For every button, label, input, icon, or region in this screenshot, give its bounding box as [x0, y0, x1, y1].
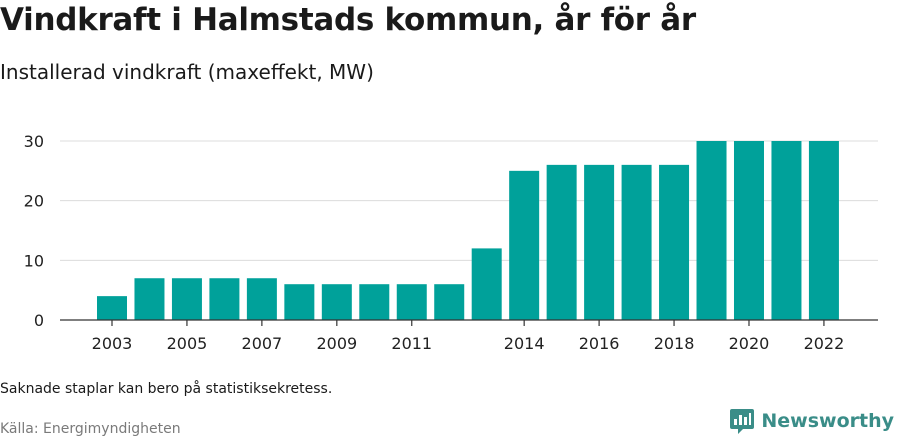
bar [808, 141, 839, 320]
bar [97, 296, 127, 320]
bar [509, 170, 540, 320]
x-tick-label: 2018 [654, 334, 695, 353]
footnote: Saknade staplar kan bero på statistiksek… [0, 381, 333, 397]
chart-title: Vindkraft i Halmstads kommun, år för år [0, 2, 696, 38]
bar [359, 284, 390, 320]
bar [434, 284, 465, 320]
x-axis-labels: 2003 2005 2007 2009 2011 2014 2016 2018 2020 2022 [92, 334, 845, 353]
bar [209, 278, 240, 320]
y-axis-labels: 0 10 20 30 [24, 132, 44, 330]
brand-logo: Newsworthy [729, 407, 894, 435]
bar [659, 164, 690, 320]
bar-chart: 0 10 20 30 2003 2005 2007 2009 2011 2014 2016 2018… [24, 132, 878, 353]
bar [134, 278, 165, 320]
bar [246, 278, 277, 320]
bar [171, 278, 202, 320]
x-axis-ticks [111, 320, 825, 326]
y-tick-label: 30 [24, 132, 44, 151]
y-tick-label: 10 [24, 251, 44, 270]
bar [696, 141, 727, 320]
x-tick-label: 2022 [804, 334, 845, 353]
bar [284, 284, 315, 320]
bar [771, 141, 802, 320]
x-tick-label: 2014 [504, 334, 545, 353]
x-tick-label: 2020 [729, 334, 770, 353]
bar [471, 248, 502, 320]
x-tick-label: 2011 [391, 334, 432, 353]
source-text: Källa: Energimyndigheten [0, 421, 181, 437]
bar [396, 284, 427, 320]
bar [733, 141, 764, 320]
x-tick-label: 2005 [167, 334, 208, 353]
x-tick-label: 2009 [316, 334, 357, 353]
x-tick-label: 2003 [92, 334, 133, 353]
bar [584, 164, 615, 320]
bars [97, 141, 839, 320]
bar [321, 284, 352, 320]
y-tick-label: 0 [34, 311, 44, 330]
newsworthy-logo-icon [730, 409, 755, 434]
y-tick-label: 20 [24, 192, 44, 211]
bar [621, 164, 652, 320]
chart-subtitle: Installerad vindkraft (maxeffekt, MW) [0, 60, 374, 84]
brand-name: Newsworthy [761, 410, 894, 432]
x-tick-label: 2016 [579, 334, 620, 353]
x-tick-label: 2007 [242, 334, 283, 353]
bar [546, 164, 577, 320]
